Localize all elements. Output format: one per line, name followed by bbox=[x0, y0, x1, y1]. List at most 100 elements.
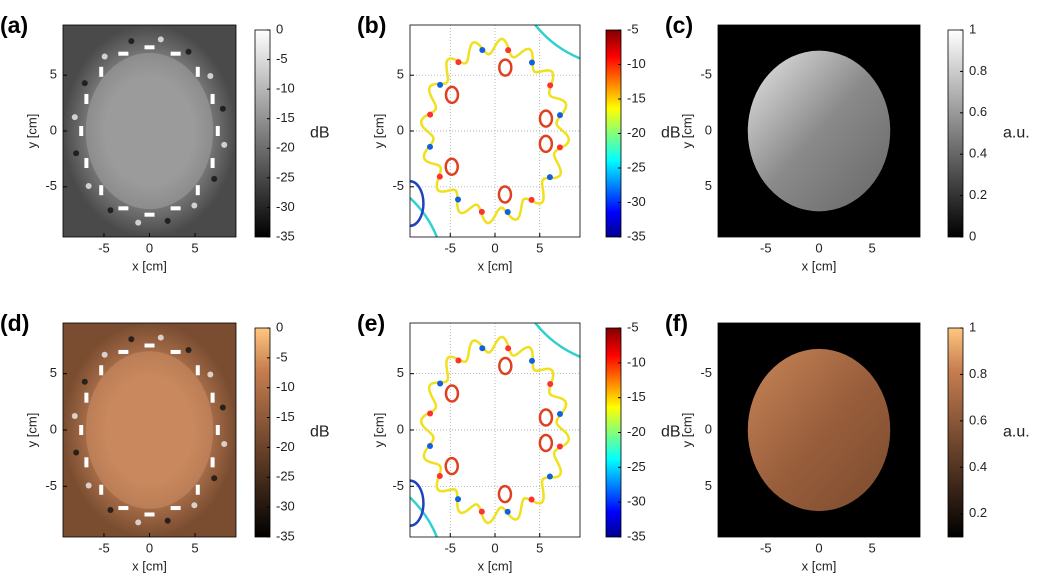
hotspot bbox=[128, 38, 134, 44]
colorbar-tick-label: -15 bbox=[627, 389, 646, 404]
coil-element bbox=[211, 158, 215, 168]
colorbar-tick-label: 0.2 bbox=[969, 187, 987, 202]
colorbar-tick-label: -10 bbox=[627, 56, 646, 71]
colorbar-tick-label: -15 bbox=[276, 110, 295, 125]
colorbar-label: dB bbox=[661, 125, 681, 142]
contour-spot bbox=[505, 209, 511, 215]
coil-element bbox=[196, 67, 200, 77]
hotspot bbox=[82, 80, 88, 86]
panel: -505-505x [cm]y [cm](e)-5-10-15-20-25-30… bbox=[357, 310, 681, 573]
colorbar-tick-label: -20 bbox=[627, 424, 646, 439]
contour-spot bbox=[427, 112, 433, 118]
x-tick-label: 0 bbox=[146, 240, 153, 255]
colorbar-tick-label: 0.6 bbox=[969, 412, 987, 427]
field-interior bbox=[86, 351, 213, 509]
contour-spot bbox=[505, 47, 511, 53]
contour-spot bbox=[529, 358, 535, 364]
colorbar-tick-label: -5 bbox=[627, 21, 639, 36]
y-tick-label: -5 bbox=[45, 178, 57, 193]
coil-element bbox=[145, 344, 155, 348]
x-tick-label: 5 bbox=[869, 240, 876, 255]
x-tick-label: 0 bbox=[146, 540, 153, 555]
hotspot bbox=[186, 49, 192, 55]
plot-image bbox=[397, 25, 580, 237]
colorbar-tick-label: 0.6 bbox=[969, 104, 987, 119]
plot-image bbox=[397, 323, 580, 537]
hotspot bbox=[221, 142, 227, 148]
panel: -505-505x [cm]y [cm](c)00.20.40.60.81a.u… bbox=[665, 12, 1030, 273]
panel-label: (c) bbox=[665, 12, 693, 38]
contour-spot bbox=[479, 345, 485, 351]
x-tick-label: -5 bbox=[98, 240, 110, 255]
contour-spot bbox=[479, 209, 485, 215]
hotspot bbox=[207, 73, 213, 79]
x-tick-label: 5 bbox=[536, 240, 543, 255]
contour-spot bbox=[505, 509, 511, 515]
colorbar-tick-label: -5 bbox=[276, 51, 288, 66]
contour-spot bbox=[547, 381, 553, 387]
hotspot bbox=[165, 218, 171, 224]
colorbar-tick-label: -25 bbox=[276, 469, 295, 484]
contour-spot bbox=[455, 59, 461, 65]
colorbar-tick-label: 0.8 bbox=[969, 63, 987, 78]
colorbar-tick-label: -25 bbox=[627, 459, 646, 474]
panel: -505-505x [cm]y [cm](d)0-5-10-15-20-25-3… bbox=[0, 310, 330, 573]
hotspot bbox=[191, 203, 197, 209]
colorbar bbox=[948, 30, 963, 237]
x-tick-label: -5 bbox=[444, 540, 456, 555]
y-axis-label: y [cm] bbox=[371, 413, 386, 448]
contour-spot bbox=[479, 509, 485, 515]
y-tick-label: -5 bbox=[392, 178, 404, 193]
colorbar bbox=[255, 328, 270, 537]
hotspot bbox=[73, 449, 79, 455]
contour-spot bbox=[547, 174, 553, 180]
hotspot bbox=[191, 502, 197, 508]
plot-image bbox=[718, 323, 920, 537]
x-tick-label: 5 bbox=[869, 540, 876, 555]
coil-element bbox=[216, 126, 220, 136]
x-tick-label: 5 bbox=[191, 540, 198, 555]
y-tick-label: 5 bbox=[705, 478, 712, 493]
coil-element bbox=[196, 485, 200, 495]
colorbar-tick-label: -10 bbox=[276, 81, 295, 96]
x-tick-label: 0 bbox=[491, 240, 498, 255]
colorbar-tick-label: 0 bbox=[969, 228, 976, 243]
coil-element bbox=[196, 365, 200, 375]
coil-element bbox=[99, 365, 103, 375]
hotspot bbox=[221, 441, 227, 447]
colorbar-label: dB bbox=[310, 424, 330, 441]
colorbar-tick-label: 1 bbox=[969, 319, 976, 334]
hotspot bbox=[135, 519, 141, 525]
contour-spot bbox=[547, 474, 553, 480]
coil-element bbox=[196, 185, 200, 195]
contour-spot bbox=[557, 112, 563, 118]
panel-label: (f) bbox=[665, 310, 688, 336]
colorbar-tick-label: -10 bbox=[627, 354, 646, 369]
contour-spot bbox=[455, 358, 461, 364]
hotspot bbox=[158, 335, 164, 341]
contour-spot bbox=[427, 144, 433, 150]
hotspot bbox=[186, 347, 192, 353]
hotspot bbox=[207, 372, 213, 378]
colorbar-tick-label: 1 bbox=[969, 21, 976, 36]
coil-element bbox=[99, 485, 103, 495]
y-tick-label: 0 bbox=[397, 122, 404, 137]
y-tick-label: 0 bbox=[50, 122, 57, 137]
hotspot bbox=[107, 207, 113, 213]
y-axis-label: y [cm] bbox=[24, 413, 39, 448]
hotspot bbox=[86, 482, 92, 488]
colorbar-tick-label: -15 bbox=[276, 409, 295, 424]
x-tick-label: 0 bbox=[491, 540, 498, 555]
colorbar-tick-label: -5 bbox=[627, 319, 639, 334]
contour-spot bbox=[529, 60, 535, 66]
colorbar-tick-label: -20 bbox=[276, 439, 295, 454]
coil-element bbox=[145, 45, 155, 49]
hotspot bbox=[220, 405, 226, 411]
colorbar-tick-label: -20 bbox=[627, 125, 646, 140]
contour-spot bbox=[455, 196, 461, 202]
hotspot bbox=[86, 183, 92, 189]
y-tick-label: 5 bbox=[50, 365, 57, 380]
coil-element bbox=[171, 52, 181, 56]
colorbar bbox=[255, 30, 270, 237]
x-axis-label: x [cm] bbox=[478, 558, 513, 573]
